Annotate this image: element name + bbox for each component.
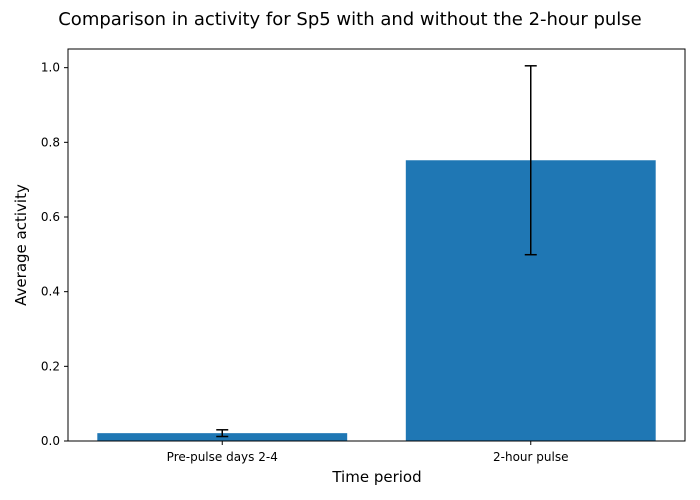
y-tick-label: 0.8: [41, 135, 60, 149]
x-axis-label: Time period: [331, 468, 421, 486]
x-axis: Pre-pulse days 2-4 2-hour pulse: [167, 441, 568, 464]
bars-layer: [97, 160, 656, 441]
chart-title: Comparison in activity for Sp5 with and …: [58, 9, 642, 30]
y-tick-label: 1.0: [41, 61, 60, 75]
x-tick-label: 2-hour pulse: [493, 450, 568, 464]
y-tick-label: 0.6: [41, 210, 60, 224]
y-axis-label: Average activity: [12, 184, 30, 306]
error-bars-layer: [216, 65, 537, 438]
y-tick-label: 0.0: [41, 434, 60, 448]
x-tick-label: Pre-pulse days 2-4: [167, 450, 278, 464]
y-tick-label: 0.4: [41, 285, 60, 299]
y-axis: 0.0 0.2 0.4 0.6 0.8 1.0: [41, 61, 68, 448]
y-tick-label: 0.2: [41, 359, 60, 373]
plot-frame: [67, 48, 686, 442]
